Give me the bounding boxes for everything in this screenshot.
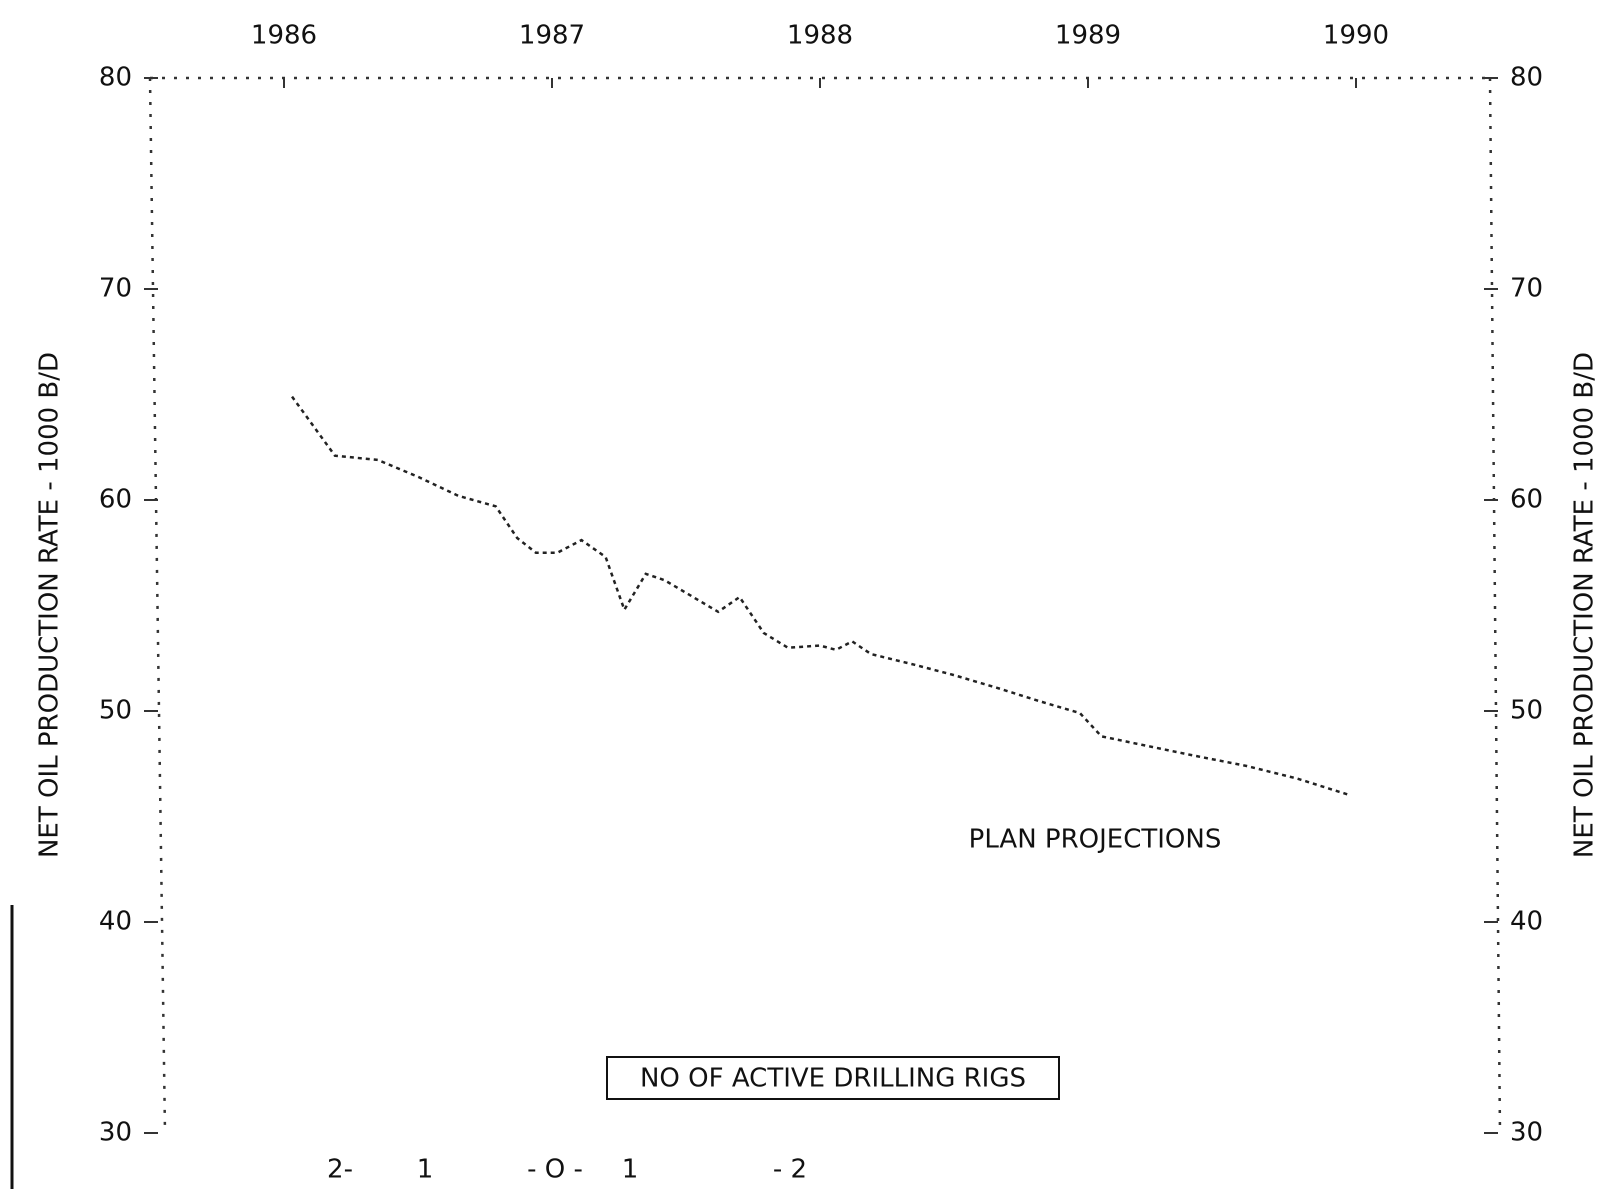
y-tick-label: 60: [99, 485, 132, 515]
x-tick-label: 1987: [519, 21, 585, 51]
y-tick-label: 80: [99, 63, 132, 93]
y-axis-label: NET OIL PRODUCTION RATE - 1000 B/D: [35, 352, 65, 858]
bottom-label: 1: [622, 1155, 639, 1185]
y-tick-label: 30: [99, 1118, 132, 1148]
y-tick-label: 70: [99, 274, 132, 304]
y2-tick-label: 80: [1510, 63, 1543, 93]
bottom-label: - 2: [773, 1155, 807, 1185]
y2-tick-label: 50: [1510, 696, 1543, 726]
data-line: [291, 395, 1352, 797]
y2-tick-label: 60: [1510, 485, 1543, 515]
x-tick-label: 1986: [251, 21, 317, 51]
left-axis: [148, 77, 167, 1134]
y-tick-label: 50: [99, 696, 132, 726]
bottom-label: - O -: [527, 1155, 583, 1185]
y2-axis-label: NET OIL PRODUCTION RATE - 1000 B/D: [1570, 352, 1600, 858]
bottom-label: 2-: [327, 1155, 353, 1185]
annotation-box: [606, 1056, 1060, 1100]
y-tick-label: 40: [99, 907, 132, 937]
annotation: PLAN PROJECTIONS: [969, 825, 1222, 855]
x-tick-label: 1988: [787, 21, 853, 51]
x-tick-label: 1989: [1055, 21, 1121, 51]
right-axis: [1488, 77, 1502, 1134]
y2-tick-label: 70: [1510, 274, 1543, 304]
x-tick-label: 1990: [1323, 21, 1389, 51]
y2-tick-label: 40: [1510, 907, 1543, 937]
annotation: NO OF ACTIVE DRILLING RIGS: [640, 1064, 1026, 1094]
y2-tick-label: 30: [1510, 1118, 1543, 1148]
bottom-label: 1: [417, 1155, 434, 1185]
